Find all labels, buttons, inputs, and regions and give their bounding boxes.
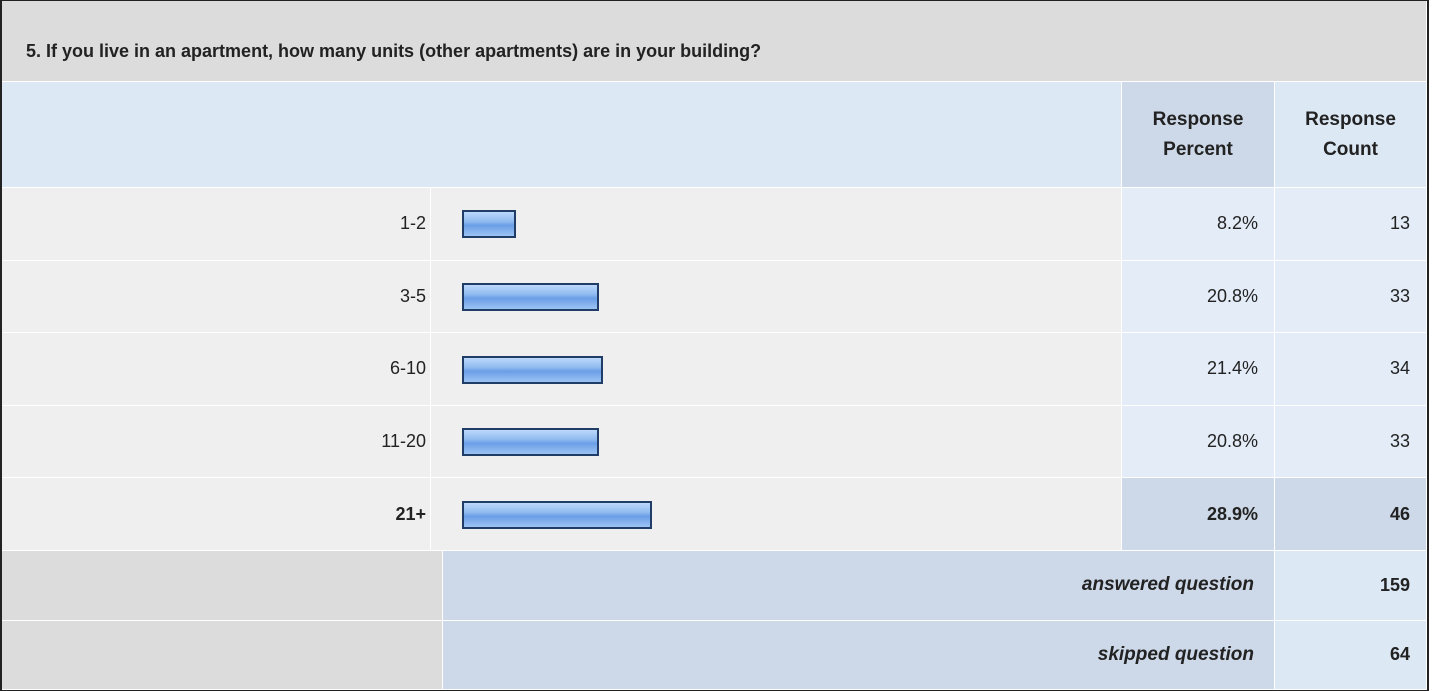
footer-blank [2, 551, 443, 621]
count: 13 [1275, 188, 1427, 261]
footer-label: skipped question [443, 620, 1275, 690]
footer-blank [2, 620, 443, 690]
count: 46 [1275, 478, 1427, 551]
bar-cell [431, 188, 1122, 261]
count: 33 [1275, 405, 1427, 479]
row-label: 21+ [2, 478, 431, 551]
footer-count: 64 [1275, 620, 1427, 690]
bar [462, 355, 603, 384]
bar [462, 428, 599, 457]
row-label: 6-10 [2, 333, 431, 406]
row-label: 11-20 [2, 405, 431, 479]
footer-count: 159 [1275, 551, 1427, 621]
bar [462, 282, 599, 311]
percent: 20.8% [1122, 260, 1275, 334]
percent: 8.2% [1122, 188, 1275, 261]
percent: 28.9% [1122, 478, 1275, 551]
bar [462, 500, 653, 529]
title: 5. If you live in an apartment, how many… [2, 1, 1427, 82]
row-label: 1-2 [2, 188, 431, 261]
header-blank [2, 82, 1122, 188]
count: 33 [1275, 260, 1427, 334]
column-header: Response Count [1275, 82, 1427, 188]
footer-label: answered question [443, 551, 1275, 621]
percent: 20.8% [1122, 405, 1275, 479]
bar [462, 210, 516, 239]
count: 34 [1275, 333, 1427, 406]
percent: 21.4% [1122, 333, 1275, 406]
column-header: Response Percent [1122, 82, 1275, 188]
row-label: 3-5 [2, 260, 431, 334]
